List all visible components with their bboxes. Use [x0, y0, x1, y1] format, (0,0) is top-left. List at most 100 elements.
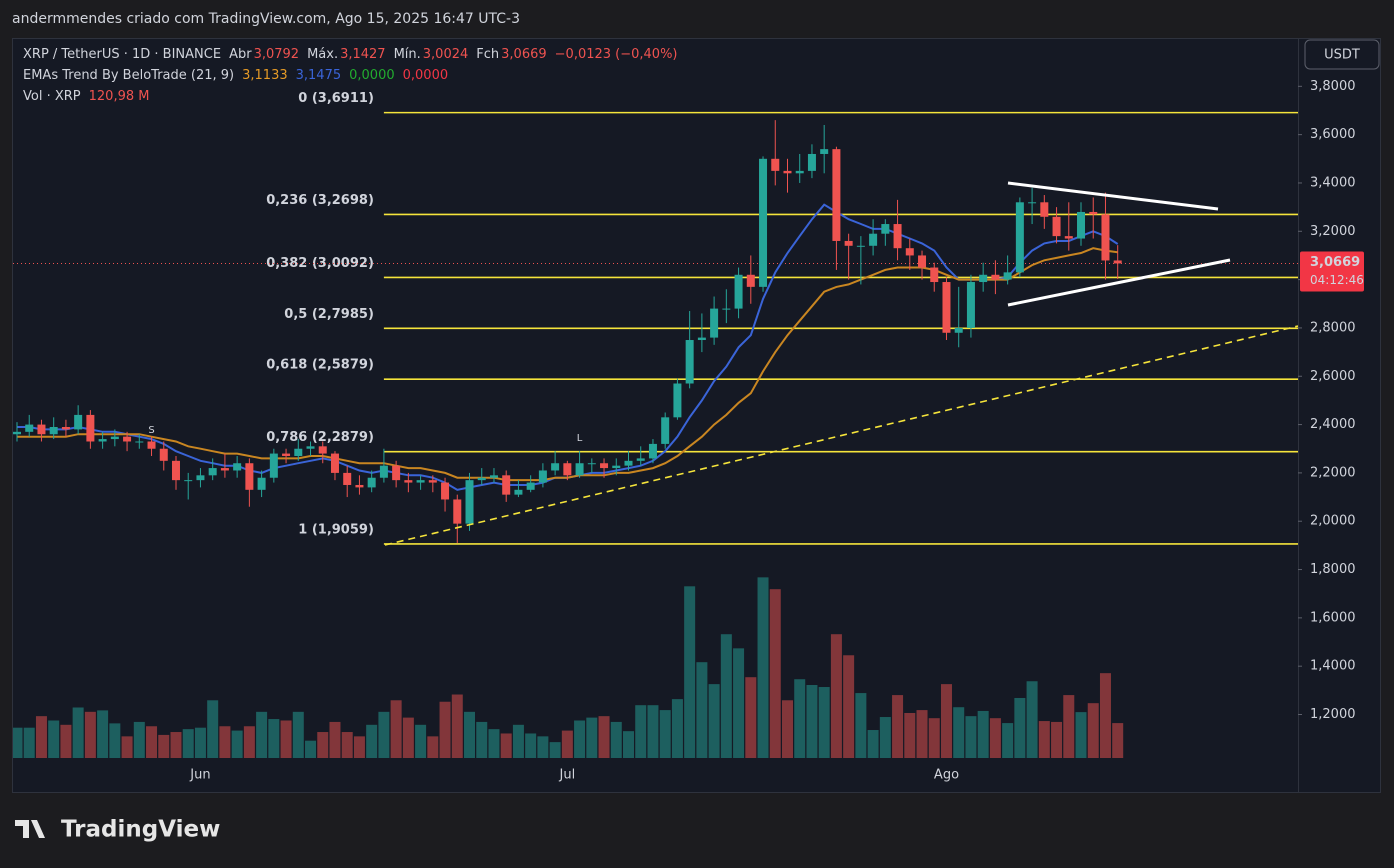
- volume-bar: [84, 711, 96, 758]
- candle-body: [306, 446, 315, 449]
- volume-bar: [353, 736, 365, 758]
- currency[interactable]: USDT: [1324, 48, 1360, 63]
- volume-bar: [231, 730, 243, 758]
- candle-body: [551, 463, 560, 471]
- ema-value: 3,1475: [296, 68, 342, 83]
- y-tick-label: 2,0000: [1310, 514, 1356, 529]
- volume-bar: [243, 726, 255, 758]
- candle-body: [783, 170, 792, 174]
- volume-value: 120,98 M: [89, 89, 150, 104]
- volume-bar: [97, 710, 109, 758]
- volume-bar: [806, 684, 818, 758]
- candle-body: [416, 480, 425, 483]
- volume-bar: [525, 733, 537, 758]
- volume-bar: [623, 731, 634, 758]
- candle-body: [697, 337, 706, 341]
- y-tick-label: 3,2000: [1310, 224, 1356, 239]
- candle-body: [661, 417, 670, 444]
- candle-body: [771, 158, 780, 171]
- candle-body: [245, 463, 254, 490]
- candle-body: [441, 482, 450, 500]
- volume-bar: [818, 687, 830, 758]
- y-tick-label: 2,6000: [1310, 369, 1356, 384]
- candle-body: [636, 458, 645, 461]
- logo-mark: [15, 820, 45, 838]
- volume-bar: [537, 736, 549, 758]
- ema-value: 3,1133: [242, 68, 288, 83]
- symbol: XRP / TetherUS · 1D · BINANCE: [23, 47, 221, 62]
- candle-body: [25, 424, 34, 432]
- volume-bar: [256, 711, 268, 758]
- volume-bar: [794, 679, 806, 758]
- candle-body: [453, 499, 462, 524]
- volume-bar: [904, 712, 916, 758]
- volume-bar: [659, 710, 671, 758]
- candle-body: [795, 170, 804, 174]
- candle-body: [1028, 202, 1037, 204]
- volume-bar: [121, 736, 133, 758]
- volume-bar: [317, 732, 329, 758]
- candle-body: [343, 472, 352, 485]
- trend-line: [384, 325, 1298, 546]
- fib-label: 0,382 (3,0092): [266, 256, 374, 271]
- candle-body: [587, 463, 596, 465]
- volume-bar: [769, 589, 781, 758]
- currency-button[interactable]: [1304, 39, 1380, 70]
- candle-body: [1113, 260, 1122, 264]
- volume-bar: [1075, 712, 1087, 758]
- volume-bar: [928, 718, 940, 758]
- candle-body: [575, 463, 584, 476]
- chart-title: andermmendes criado com TradingView.com,…: [12, 11, 520, 27]
- legend: XRP / TetherUS · 1D · BINANCE Abr 3,0792 Má…: [23, 47, 678, 104]
- volume-bar: [855, 693, 867, 758]
- candle-body: [905, 248, 914, 256]
- candle-body: [844, 240, 853, 246]
- candle-body: [1089, 211, 1098, 215]
- volume-bar: [549, 742, 561, 758]
- candle-body: [954, 327, 963, 333]
- candle-body: [600, 463, 609, 469]
- volume-bar: [1038, 721, 1050, 758]
- candle-body: [379, 465, 388, 478]
- volume-bar: [23, 727, 35, 758]
- volume-bar: [671, 699, 683, 758]
- price-tag: [1300, 251, 1364, 292]
- volume-bar: [464, 711, 476, 758]
- candle-body: [49, 426, 58, 435]
- volume-bar: [1112, 723, 1124, 758]
- legend-line: XRP / TetherUS · 1D · BINANCE Abr 3,0792 Má…: [23, 47, 678, 62]
- candle-body: [233, 463, 242, 471]
- volume-bar: [574, 720, 586, 758]
- volume-bar: [965, 716, 977, 758]
- candle-body: [392, 465, 401, 481]
- brand: TradingView: [61, 817, 220, 843]
- candle-body: [135, 441, 144, 443]
- volume-bar: [867, 730, 879, 758]
- volume-bar: [512, 724, 524, 758]
- volume-bar: [170, 732, 182, 758]
- volume-bar: [989, 718, 1001, 758]
- volume-bar: [109, 723, 121, 758]
- fib-label: 0,236 (3,2698): [266, 193, 374, 208]
- x-tick-label: Jul: [559, 768, 576, 783]
- candle-body: [538, 470, 547, 483]
- volume-bar: [500, 733, 512, 758]
- candle-body: [318, 446, 327, 454]
- volume-bar: [684, 586, 696, 758]
- ema-name: EMAs Trend By BeloTrade (21, 9): [23, 68, 234, 83]
- candle-body: [404, 480, 413, 483]
- candle-body: [685, 340, 694, 384]
- volume-bar: [1087, 703, 1099, 758]
- ohlc-label: Abr: [229, 47, 252, 62]
- candle-body: [355, 484, 364, 488]
- volume-bar: [292, 711, 304, 758]
- y-tick-label: 1,8000: [1310, 562, 1356, 577]
- candle-body: [489, 475, 498, 478]
- candle-body: [367, 477, 376, 488]
- countdown: 04:12:46: [1310, 273, 1364, 287]
- volume-bar: [757, 577, 769, 758]
- y-tick-label: 2,2000: [1310, 465, 1356, 480]
- candle-body: [1040, 202, 1049, 217]
- volume-bar: [207, 700, 219, 758]
- volume-bar: [892, 695, 904, 758]
